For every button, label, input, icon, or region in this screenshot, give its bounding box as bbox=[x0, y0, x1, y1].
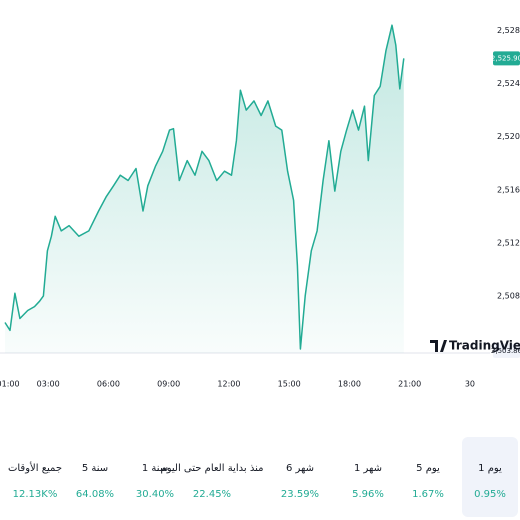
period-name[interactable]: 1 شهر bbox=[354, 463, 382, 474]
x-tick-label: 21:00 bbox=[398, 380, 421, 389]
x-tick-label: 03:00 bbox=[37, 380, 60, 389]
price-line bbox=[4, 24, 405, 350]
period-change: 1.67% bbox=[412, 489, 444, 500]
x-tick-label: 01:00 bbox=[0, 380, 20, 389]
period-name[interactable]: منذ بداية العام حتى اليوم bbox=[161, 463, 264, 474]
period-name[interactable]: 5 يوم bbox=[416, 463, 440, 474]
x-tick-label: 18:00 bbox=[338, 380, 361, 389]
y-tick-label: 2,520.00 bbox=[497, 132, 520, 141]
period-name[interactable]: 1 سنة bbox=[142, 463, 168, 474]
x-tick-label: 15:00 bbox=[278, 380, 301, 389]
y-tick-label: 2,516.00 bbox=[497, 185, 520, 194]
x-tick-label: 06:00 bbox=[97, 380, 120, 389]
logo: TradingView bbox=[430, 339, 520, 353]
low_price-box bbox=[493, 343, 520, 358]
x-tick-label: 09:00 bbox=[157, 380, 180, 389]
period-change: 0.95% bbox=[474, 489, 506, 500]
period-change: 30.40% bbox=[136, 489, 174, 500]
period-change: 23.59% bbox=[281, 489, 319, 500]
period-name[interactable]: 1 يوم bbox=[478, 463, 502, 474]
last_price-label: 2,525.90 bbox=[491, 54, 520, 62]
area-fill bbox=[5, 25, 404, 353]
watermark: TradingView bbox=[449, 339, 520, 353]
y-tick-label: 2,524.00 bbox=[497, 79, 520, 88]
period-name[interactable]: 6 شهر bbox=[286, 463, 314, 474]
y-tick-label: 2,508.00 bbox=[497, 291, 520, 300]
period-name[interactable]: جميع الأوقات bbox=[8, 461, 62, 474]
last_price-box bbox=[493, 51, 520, 66]
period-change: 5.96% bbox=[352, 489, 384, 500]
period-name[interactable]: 5 سنة bbox=[82, 463, 108, 474]
x-tick-label: 30 bbox=[465, 380, 475, 389]
period-change: 12.13K% bbox=[13, 489, 58, 500]
x-tick-label: 12:00 bbox=[217, 380, 240, 389]
period-change: 22.45% bbox=[193, 489, 231, 500]
y-tick-label: 2,512.00 bbox=[497, 238, 520, 247]
low_price-label: 2,503.86 bbox=[491, 347, 520, 355]
y-tick-label: 2,528.00 bbox=[497, 26, 520, 35]
selected-period bbox=[462, 437, 518, 517]
period-change: 64.08% bbox=[76, 489, 114, 500]
